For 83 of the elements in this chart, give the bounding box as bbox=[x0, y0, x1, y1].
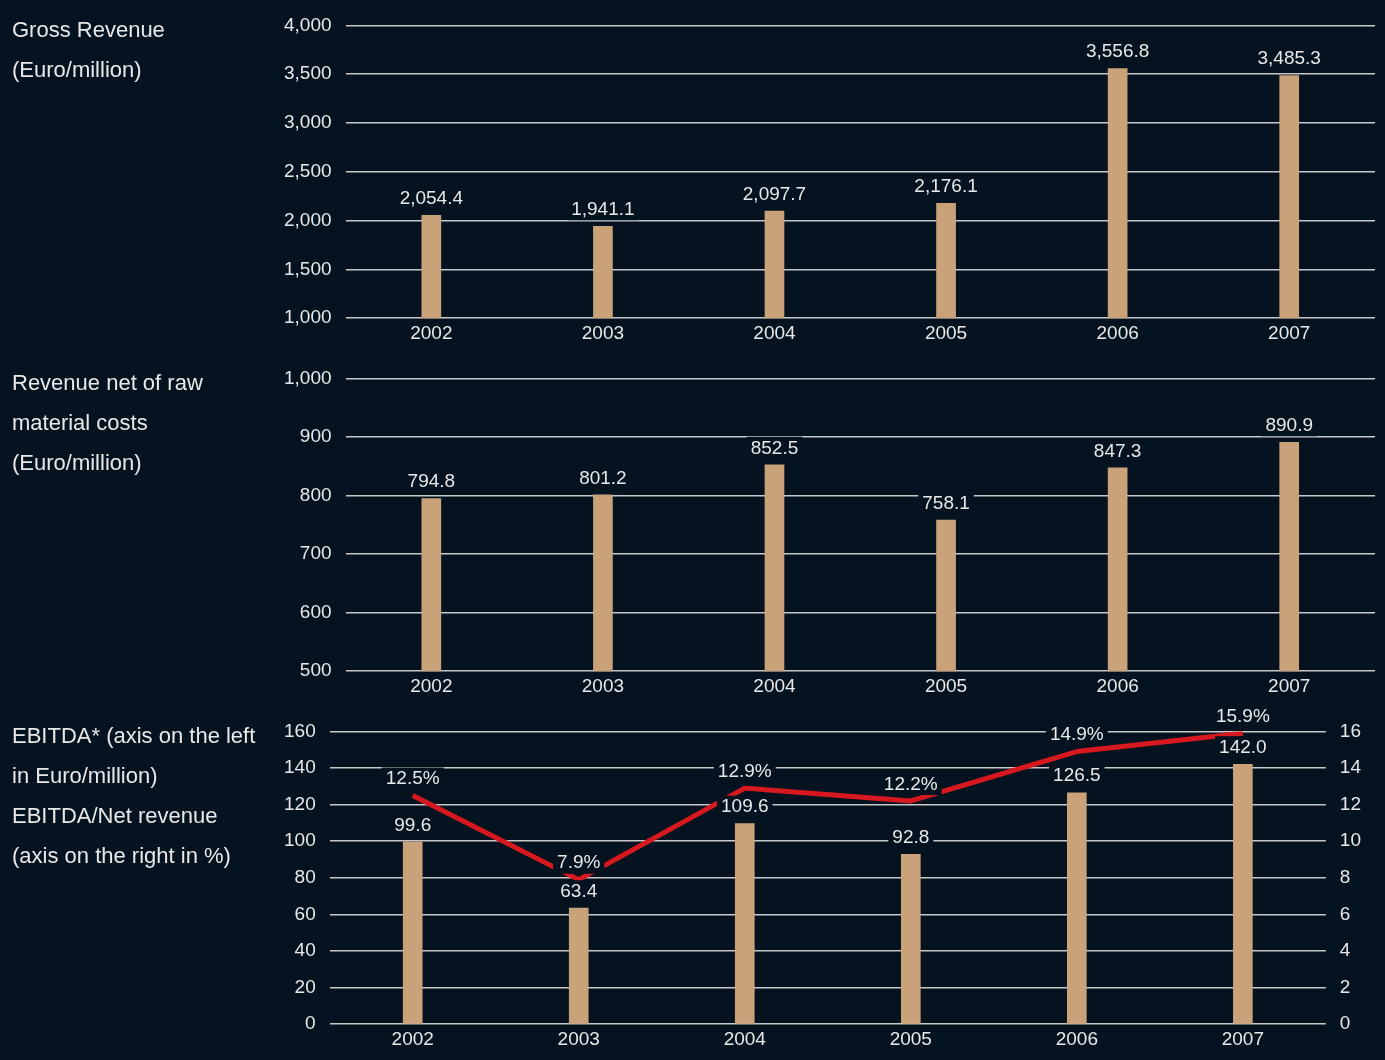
x-tick-label: 2004 bbox=[753, 321, 797, 343]
data-label: 109.6 bbox=[721, 795, 769, 817]
text: Gross Revenue (Euro/million) bbox=[12, 16, 166, 84]
y-tick-label: 3,500 bbox=[284, 62, 332, 84]
y2-tick-label: 14 bbox=[1339, 756, 1362, 778]
x-tick-label: 2004 bbox=[723, 1027, 767, 1049]
y-tick-label: 2,000 bbox=[284, 208, 332, 230]
x-tick-label: 2007 bbox=[1221, 1027, 1264, 1049]
bar bbox=[900, 854, 921, 1024]
y-tick-label: 160 bbox=[284, 719, 316, 741]
bar bbox=[568, 907, 589, 1024]
x-tick-label: 2005 bbox=[924, 321, 968, 343]
data-label: 801.2 bbox=[579, 466, 627, 488]
data-label: 2,054.4 bbox=[399, 187, 464, 209]
data-label: 126.5 bbox=[1053, 764, 1101, 786]
data-label: 92.8 bbox=[892, 826, 930, 848]
y-tick-label: 140 bbox=[284, 756, 316, 778]
data-label: 142.0 bbox=[1219, 736, 1267, 758]
data-label: 63.4 bbox=[560, 879, 598, 901]
x-tick-label: 2003 bbox=[557, 1027, 600, 1049]
y-tick-label: 500 bbox=[299, 659, 332, 681]
x-tick-label: 2005 bbox=[889, 1027, 932, 1049]
y-tick-label: 1,500 bbox=[284, 257, 332, 279]
x-tick-label: 2005 bbox=[924, 674, 968, 696]
data-label: 794.8 bbox=[407, 470, 456, 492]
data-label: 2,176.1 bbox=[914, 175, 978, 197]
y-tick-label: 3,000 bbox=[284, 111, 332, 133]
y2-tick-label: 6 bbox=[1339, 902, 1351, 924]
data-label: 15.9% bbox=[1215, 704, 1270, 726]
x-tick-label: 2003 bbox=[581, 674, 625, 696]
y-tick-label: 800 bbox=[299, 483, 332, 505]
x-tick-label: 2003 bbox=[581, 321, 625, 343]
y-tick-label: 1,000 bbox=[284, 306, 332, 328]
x-tick-label: 2007 bbox=[1268, 321, 1311, 343]
y-tick-label: 20 bbox=[294, 975, 316, 997]
x-tick-label: 2006 bbox=[1096, 321, 1139, 343]
y2-tick-label: 4 bbox=[1339, 939, 1351, 961]
y-tick-label: 1,000 bbox=[284, 366, 332, 388]
bar bbox=[1233, 764, 1253, 1024]
data-label: 12.5% bbox=[385, 767, 440, 789]
data-label: 3,485.3 bbox=[1257, 47, 1321, 69]
x-tick-label: 2004 bbox=[753, 674, 797, 696]
y-tick-label: 120 bbox=[284, 792, 316, 814]
x-tick-label: 2006 bbox=[1055, 1027, 1098, 1049]
y-tick-label: 600 bbox=[299, 600, 332, 622]
x-tick-label: 2002 bbox=[391, 1027, 434, 1049]
data-label: 99.6 bbox=[394, 813, 432, 835]
y-tick-label: 900 bbox=[299, 425, 332, 447]
y2-tick-label: 0 bbox=[1339, 1012, 1351, 1034]
data-label: 847.3 bbox=[1093, 439, 1142, 461]
data-label: 1,941.1 bbox=[571, 198, 635, 220]
y-tick-label: 700 bbox=[299, 542, 332, 564]
y-tick-label: 60 bbox=[294, 902, 316, 924]
x-tick-label: 2002 bbox=[410, 321, 453, 343]
y-tick-label: 80 bbox=[294, 866, 316, 888]
data-label: 758.1 bbox=[922, 491, 970, 513]
y2-tick-label: 10 bbox=[1339, 829, 1362, 851]
data-label: 852.5 bbox=[750, 436, 799, 458]
x-tick-label: 2006 bbox=[1096, 674, 1139, 696]
data-label: 890.9 bbox=[1265, 414, 1313, 436]
y2-tick-label: 8 bbox=[1339, 866, 1351, 888]
data-label: 14.9% bbox=[1049, 723, 1104, 745]
x-tick-label: 2007 bbox=[1268, 674, 1311, 696]
y2-tick-label: 2 bbox=[1339, 975, 1351, 997]
bar bbox=[734, 823, 755, 1024]
data-label: 2,097.7 bbox=[742, 182, 807, 204]
y2-tick-label: 12 bbox=[1339, 792, 1362, 814]
y2-tick-label: 16 bbox=[1339, 719, 1362, 741]
y-tick-label: 100 bbox=[284, 829, 316, 851]
data-label: 12.9% bbox=[717, 759, 772, 781]
data-label: 12.2% bbox=[883, 772, 938, 794]
bar bbox=[1066, 792, 1087, 1024]
y-tick-label: 0 bbox=[305, 1012, 316, 1034]
text: EBITDA/Net revenue (axis on the right in %) bbox=[12, 803, 231, 868]
y-tick-label: 40 bbox=[294, 939, 316, 961]
y-tick-label: 4,000 bbox=[284, 13, 332, 35]
data-label: 7.9% bbox=[557, 851, 601, 873]
y-tick-label: 2,500 bbox=[284, 160, 332, 182]
bar bbox=[402, 841, 423, 1024]
x-tick-label: 2002 bbox=[410, 674, 453, 696]
text: EBITDA* (axis on the left in Euro/million) bbox=[12, 723, 256, 788]
data-label: 3,556.8 bbox=[1085, 40, 1150, 62]
text: Revenue net of raw material costs (Euro/million) bbox=[12, 369, 204, 477]
